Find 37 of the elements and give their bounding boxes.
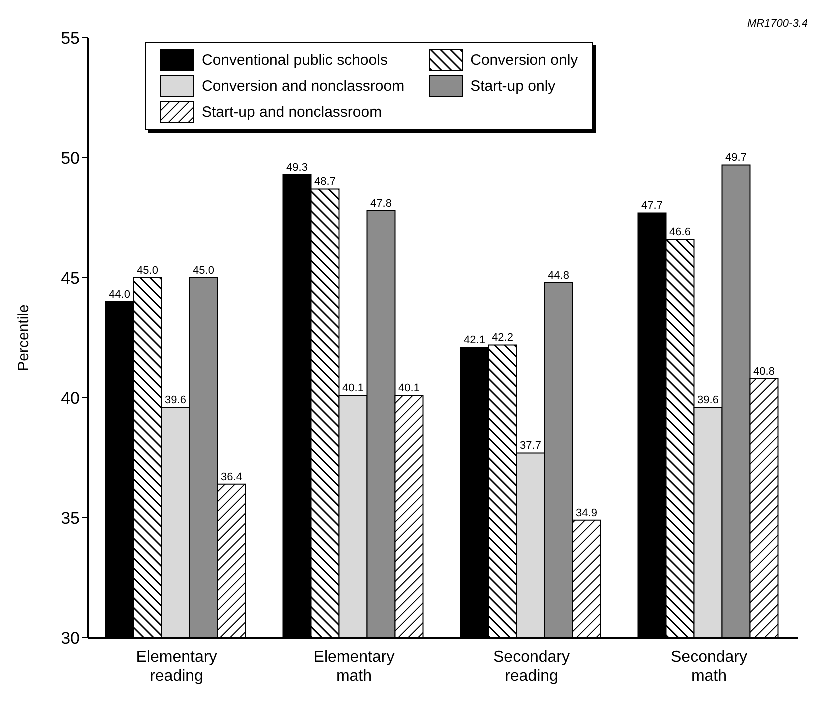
- data-label: 37.7: [520, 440, 542, 452]
- data-label: 40.8: [754, 366, 775, 378]
- data-label: 45.0: [193, 265, 214, 277]
- legend-label: Conversion only: [470, 50, 578, 70]
- data-label: 47.8: [370, 198, 392, 210]
- data-label: 44.8: [548, 270, 570, 282]
- legend-label: Start-up only: [470, 76, 557, 96]
- y-tick-label: 35: [61, 509, 80, 528]
- data-label: 36.4: [221, 471, 242, 484]
- x-tick-label: Elementary reading: [136, 649, 218, 685]
- data-label: 40.1: [342, 382, 364, 395]
- text: MR1700-3.4: [747, 18, 808, 30]
- data-label: 39.6: [698, 394, 719, 407]
- y-tick-label: 45: [61, 269, 80, 288]
- legend-label: Conventional public schools: [201, 50, 389, 70]
- data-label: 42.2: [492, 332, 514, 344]
- x-tick-label: Elementary math: [314, 649, 395, 685]
- data-label: 44.0: [109, 289, 130, 301]
- data-label: 45.0: [137, 265, 158, 277]
- data-label: 49.3: [286, 162, 308, 174]
- y-axis-title: Percentile: [15, 304, 32, 372]
- data-label: 46.6: [670, 226, 691, 239]
- y-tick-label: 40: [61, 389, 80, 408]
- data-label: 42.1: [464, 334, 486, 347]
- data-label: 40.1: [398, 382, 420, 395]
- legend-label: Conversion and nonclassroom: [201, 76, 405, 96]
- y-tick-label: 30: [61, 629, 80, 648]
- data-label: 34.9: [576, 507, 598, 520]
- data-label: 48.7: [314, 176, 336, 188]
- y-tick-label: 55: [61, 29, 80, 48]
- data-label: 47.7: [642, 200, 663, 212]
- x-tick-label: Secondary reading: [494, 649, 570, 685]
- data-label: 39.6: [165, 394, 186, 407]
- x-tick-label: Secondary math: [671, 649, 748, 685]
- legend-label: Start-up and nonclassroom: [201, 102, 384, 122]
- y-tick-label: 50: [61, 149, 80, 168]
- data-label: 49.7: [726, 152, 747, 164]
